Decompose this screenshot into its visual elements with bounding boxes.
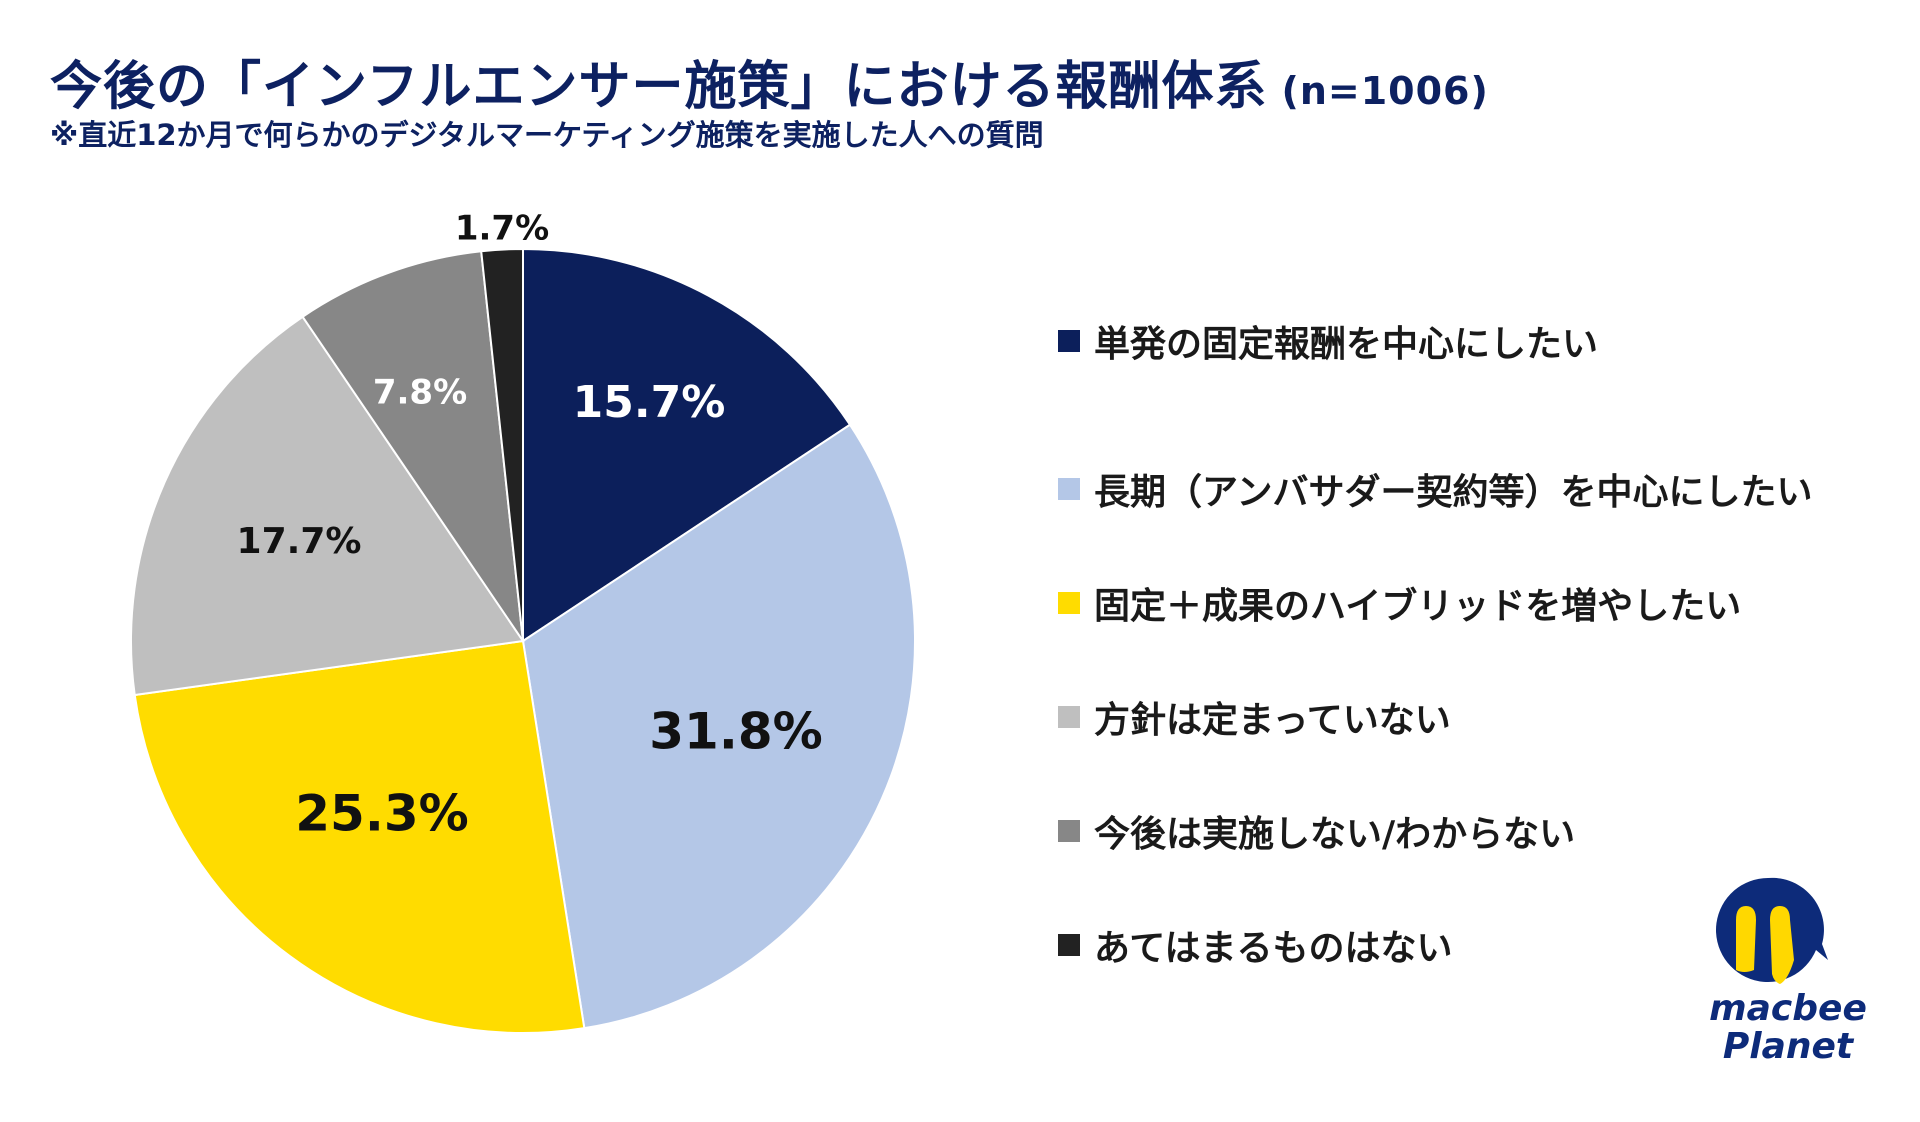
legend-swatch bbox=[1058, 934, 1080, 956]
data-label: 15.7% bbox=[573, 377, 726, 428]
legend-label: 長期（アンバサダー契約等）を中心にしたい bbox=[1094, 472, 1813, 513]
title-text: 今後の「インフルエンサー施策」における報酬体系 bbox=[50, 57, 1268, 117]
legend-item: 今後は実施しない/わからない bbox=[1058, 774, 1813, 888]
legend-item: 方針は定まっていない bbox=[1058, 660, 1813, 774]
pie-slice bbox=[301, 250, 524, 642]
pie-chart: 15.7% 31.8% 25.3% 17.7% 7.8% 1.7% bbox=[130, 209, 916, 1034]
data-label: 31.8% bbox=[649, 703, 822, 761]
legend-item: 固定＋成果のハイブリッドを増やしたい bbox=[1058, 546, 1813, 660]
data-label: 1.7% bbox=[455, 209, 549, 249]
pie-slice bbox=[521, 423, 916, 1030]
chart-title: 今後の「インフルエンサー施策」における報酬体系 (n=1006) bbox=[50, 44, 1489, 119]
pie-slice bbox=[522, 247, 852, 643]
data-label: 17.7% bbox=[237, 521, 362, 562]
legend-swatch bbox=[1058, 330, 1080, 352]
legend-item: あてはまるものはない bbox=[1058, 888, 1813, 1002]
legend-swatch bbox=[1058, 592, 1080, 614]
legend-swatch bbox=[1058, 820, 1080, 842]
legend-label: あてはまるものはない bbox=[1094, 928, 1453, 969]
legend-label: 単発の固定報酬を中心にしたい bbox=[1094, 324, 1599, 365]
data-label: 25.3% bbox=[295, 785, 468, 843]
macbee-planet-logo: macbee Planet bbox=[1700, 870, 1880, 1074]
pie-slice bbox=[480, 247, 524, 642]
legend-swatch bbox=[1058, 706, 1080, 728]
pie-slice bbox=[133, 639, 586, 1034]
legend-swatch bbox=[1058, 478, 1080, 500]
legend-label: 今後は実施しない/わからない bbox=[1094, 814, 1576, 855]
legend-label: 固定＋成果のハイブリッドを増やしたい bbox=[1094, 586, 1742, 627]
legend-label: 方針は定まっていない bbox=[1094, 700, 1451, 741]
sample-size: (n=1006) bbox=[1281, 69, 1489, 113]
pie-slice bbox=[130, 315, 525, 697]
svg-text:macbee: macbee bbox=[1709, 988, 1867, 1029]
legend-item: 長期（アンバサダー契約等）を中心にしたい bbox=[1058, 432, 1813, 546]
data-label: 7.8% bbox=[373, 373, 467, 413]
chart-subtitle: ※直近12か月で何らかのデジタルマーケティング施策を実施した人への質問 bbox=[50, 118, 1044, 152]
legend-item: 単発の固定報酬を中心にしたい bbox=[1058, 318, 1813, 365]
legend: 単発の固定報酬を中心にしたい長期（アンバサダー契約等）を中心にしたい 固定＋成果の… bbox=[1058, 318, 1813, 1002]
svg-text:Planet: Planet bbox=[1723, 1026, 1855, 1067]
